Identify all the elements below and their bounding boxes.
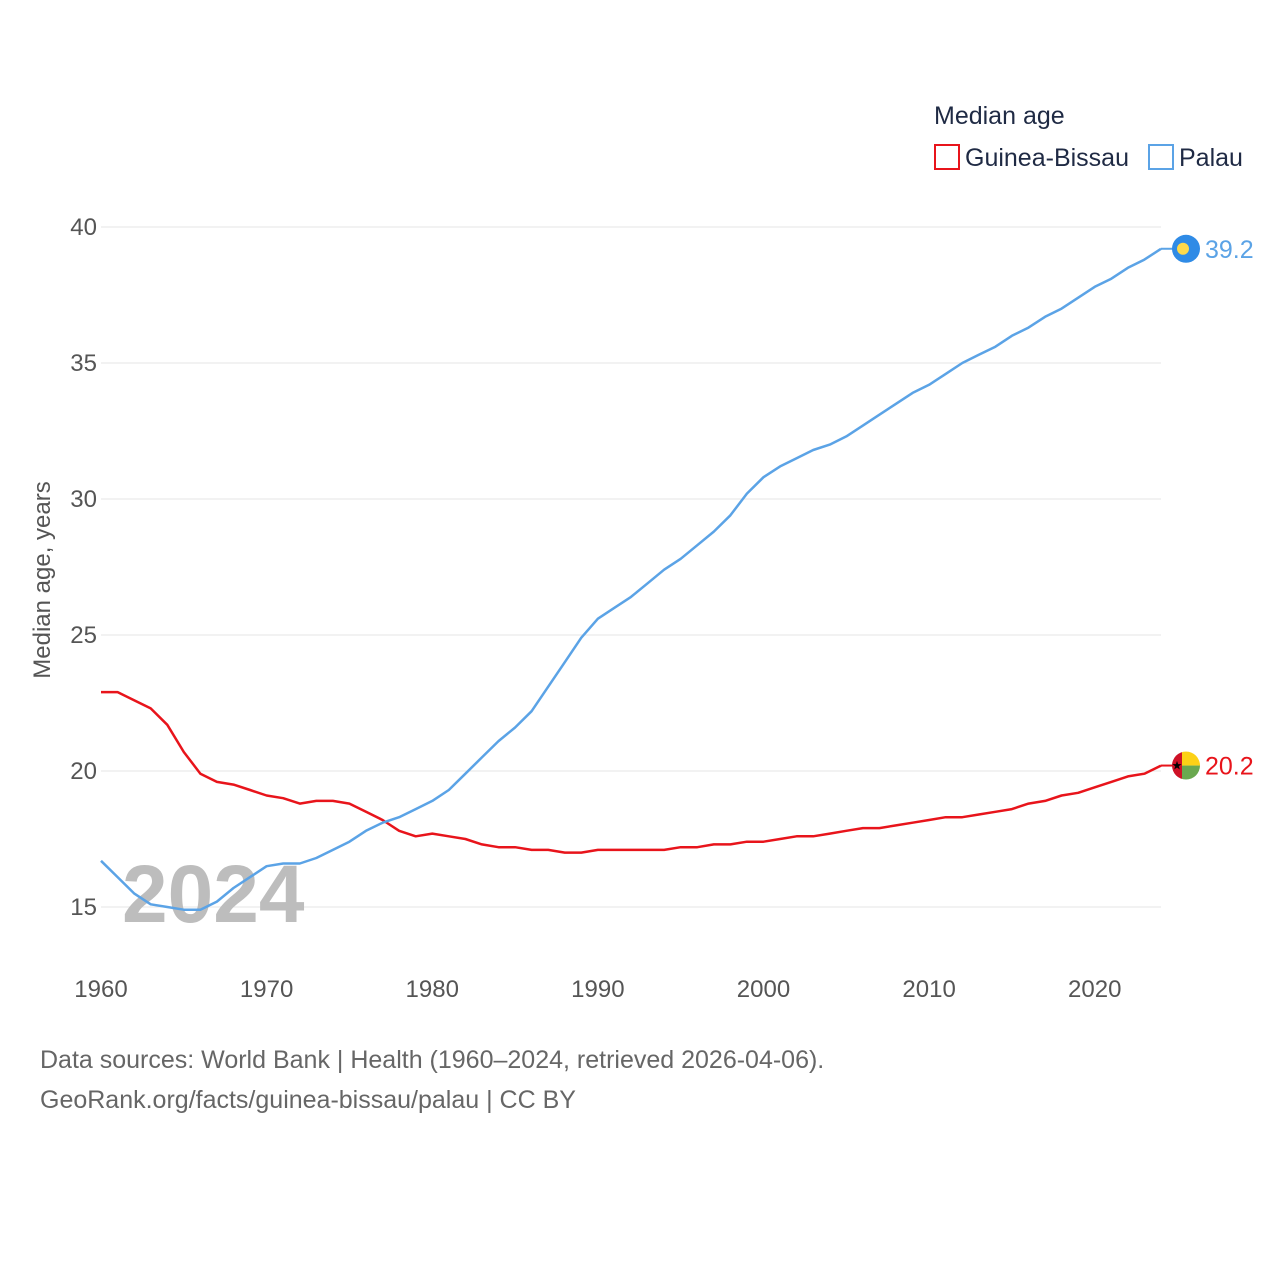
y-tick-label: 30 [70,486,97,513]
year-watermark: 2024 [122,849,305,940]
x-tick-label: 2010 [902,976,955,1003]
palau-flag-icon [1172,234,1200,263]
legend-item-palau[interactable]: Palau [1148,144,1243,172]
x-tick-label: 2000 [737,976,790,1003]
end-markers: ★ 39.2 20.2 [1172,234,1254,781]
y-axis-title: Median age, years [29,481,56,678]
palau-end-value: 39.2 [1205,236,1254,264]
source-line-1: Data sources: World Bank | Health (1960–… [40,1046,824,1074]
x-tick-label: 1960 [74,976,127,1003]
y-tick-label: 15 [70,894,97,921]
y-tick-label: 25 [70,622,97,649]
y-tick-label: 35 [70,350,97,377]
series-line-palau[interactable] [100,247,1162,911]
legend-swatch-palau [1148,144,1174,170]
source-link[interactable]: GeoRank.org/facts/guinea-bissau/palau | … [40,1086,576,1114]
gridlines [101,226,1161,908]
legend-label-guinea-bissau: Guinea-Bissau [965,144,1129,172]
series-line-guinea-bissau[interactable] [101,690,1162,854]
guinea-bissau-end-value: 20.2 [1205,753,1254,781]
legend-item-guinea-bissau[interactable]: Guinea-Bissau [934,144,1129,172]
x-tick-label: 1980 [406,976,459,1003]
x-tick-label: 1990 [571,976,624,1003]
legend-label-palau: Palau [1179,144,1243,172]
svg-text:★: ★ [1172,759,1183,773]
series-lines [100,247,1173,911]
legend-swatch-guinea-bissau [934,144,960,170]
guinea-bissau-flag-icon: ★ [1172,751,1200,780]
y-axis-ticks: 15 20 25 30 35 40 [70,214,97,921]
x-tick-label: 1970 [240,976,293,1003]
legend-title: Median age [934,102,1065,130]
legend[interactable]: Median age Guinea-Bissau Palau [934,102,1243,172]
y-tick-label: 40 [70,214,97,241]
x-tick-label: 2020 [1068,976,1121,1003]
x-axis-ticks: 1960 1970 1980 1990 2000 2010 2020 [74,976,1121,1003]
y-tick-label: 20 [70,758,97,785]
